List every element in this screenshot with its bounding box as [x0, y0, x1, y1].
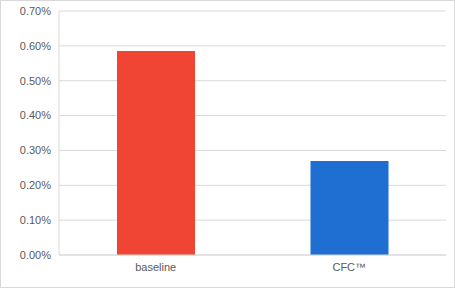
svg-text:baseline: baseline [135, 261, 176, 273]
svg-text:0.20%: 0.20% [20, 179, 51, 191]
svg-text:0.70%: 0.70% [20, 5, 51, 17]
svg-text:0.50%: 0.50% [20, 75, 51, 87]
svg-text:0.60%: 0.60% [20, 40, 51, 52]
svg-text:0.10%: 0.10% [20, 214, 51, 226]
svg-text:CFC™: CFC™ [332, 261, 366, 273]
svg-text:0.40%: 0.40% [20, 109, 51, 121]
svg-text:0.30%: 0.30% [20, 144, 51, 156]
svg-text:0.00%: 0.00% [20, 249, 51, 261]
